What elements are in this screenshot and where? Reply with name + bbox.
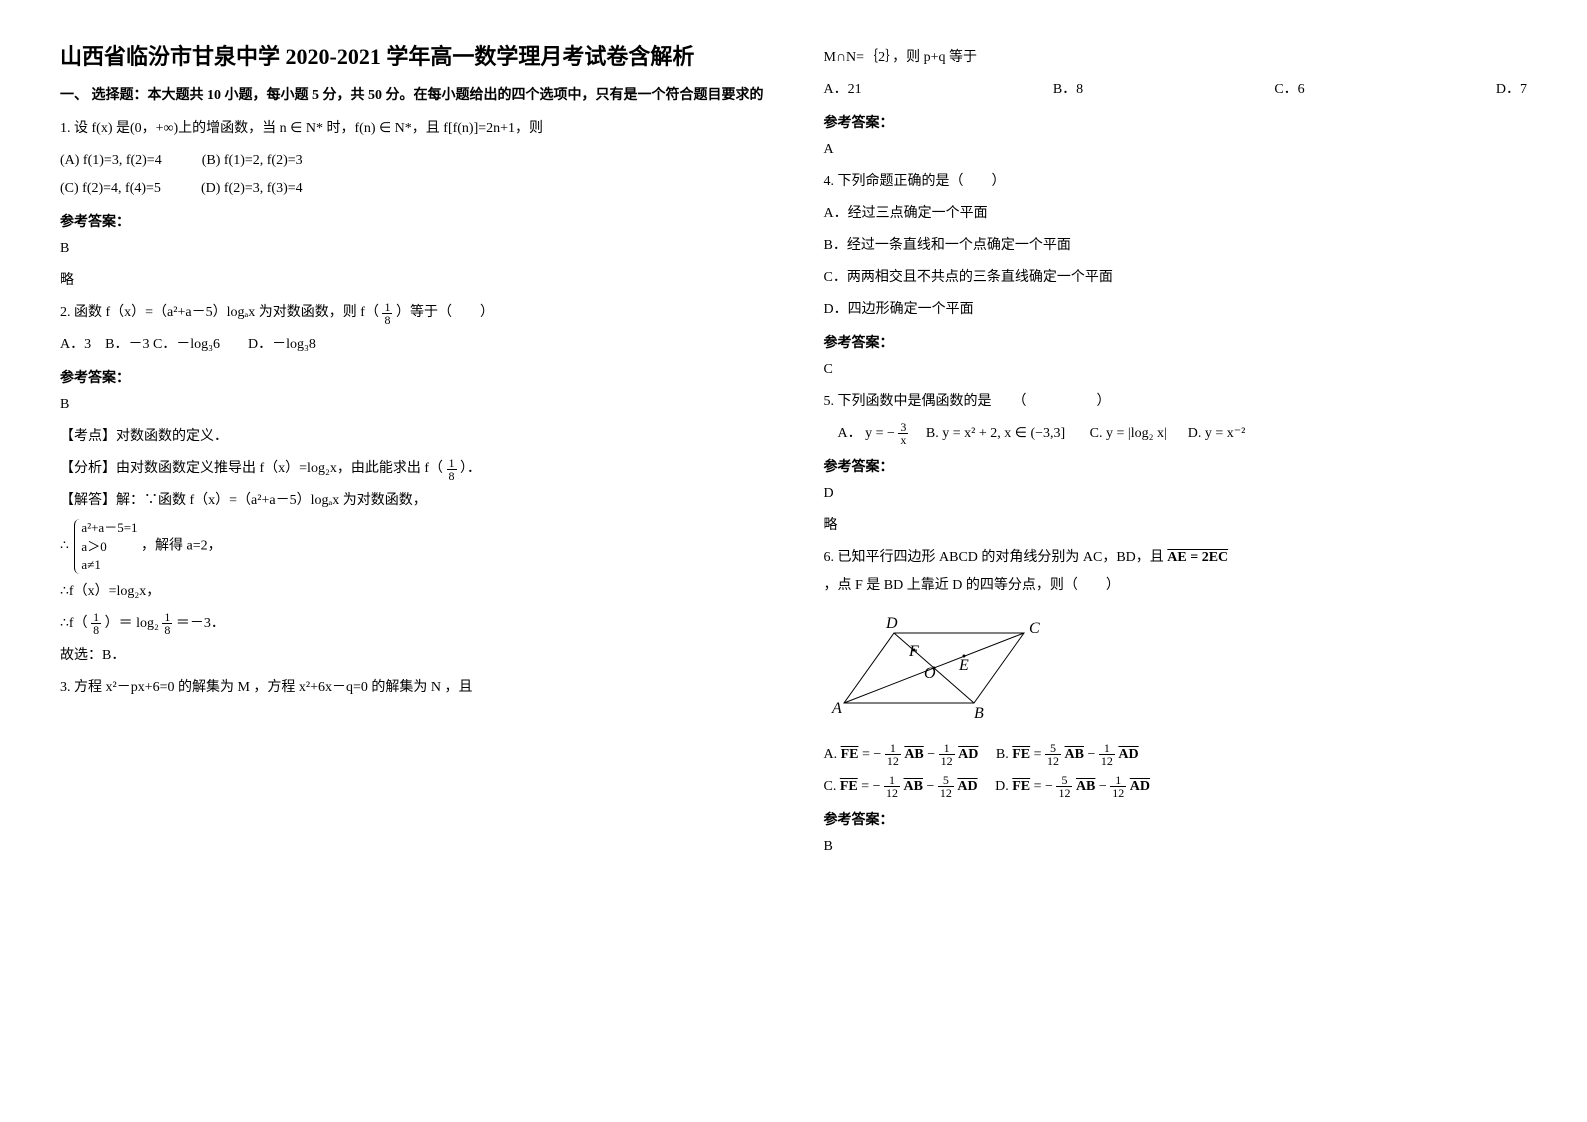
brace-block: a²+a－5=1 a＞0 a≠1 — [74, 519, 137, 574]
q2-stem: 2. 函数 f（x）=（a²+a－5）logₐx 为对数函数，则 f（ 1 8 … — [60, 299, 764, 327]
q2-brace: ∴ a²+a－5=1 a＞0 a≠1 ，解得 a=2， — [60, 519, 764, 574]
q5-answer-label: 参考答案： — [824, 456, 1528, 476]
label-F: F — [908, 643, 919, 660]
q6-stem-vec: AE = 2EC — [1167, 550, 1228, 565]
q4-answer-label: 参考答案： — [824, 332, 1528, 352]
q2-stem-a: 2. 函数 f（x）=（a²+a－5）logₐx 为对数函数，则 f（ — [60, 305, 379, 320]
q6-answer: B — [824, 833, 1528, 861]
brace-line-2: a＞0 — [81, 538, 137, 556]
label-B: B — [974, 705, 984, 722]
q6-opt-c-eq: FE = − 112 AB − 512 AD — [840, 779, 981, 794]
q2-solve4-c: ＝－3． — [176, 616, 225, 631]
q6-stem-a: 6. 已知平行四边形 ABCD 的对角线分别为 AC，BD，且 — [824, 550, 1168, 565]
q4-answer: C — [824, 356, 1528, 384]
q4-opt-b: B．经过一条直线和一个点确定一个平面 — [824, 232, 1528, 260]
q3-opt-d: D．7 — [1496, 76, 1527, 104]
q5-options: A． y = − 3 x B. y = x² + 2, x ∈ (−3,3] C… — [824, 420, 1528, 448]
frac-num: 1 — [447, 457, 457, 470]
q1-answer-label: 参考答案： — [60, 211, 764, 231]
q2-frac-2: 1 8 — [447, 457, 457, 482]
q2-final: 故选：B． — [60, 642, 764, 670]
q6-answer-label: 参考答案： — [824, 809, 1528, 829]
q2-solve2-suffix: ，解得 a=2， — [141, 539, 222, 554]
label-C: C — [1029, 620, 1040, 637]
q6-opt-c-pre: C. — [824, 779, 837, 794]
q5-opt-c: C. y = |log₂ x| — [1090, 426, 1167, 441]
parallelogram-diagram: A B C D O E F — [824, 608, 1528, 733]
q1-stem: 1. 设 f(x) 是(0，+∞)上的增函数，当 n ∈ N* 时，f(n) ∈… — [60, 115, 764, 143]
q6-opt-a-pre: A. — [824, 747, 838, 762]
q2-options: A．3 B．－3 C．－log₃6 D．－log₃8 — [60, 331, 764, 359]
q4-opt-d: D．四边形确定一个平面 — [824, 296, 1528, 324]
page-title: 山西省临汾市甘泉中学 2020-2021 学年高一数学理月考试卷含解析 — [60, 40, 764, 73]
frac-den: 8 — [447, 470, 457, 482]
q6-opt-d-eq: FE = − 512 AB − 112 AD — [1012, 779, 1150, 794]
q1-opt-c: (C) f(2)=4, f(4)=5 — [60, 175, 161, 203]
frac-den: 8 — [162, 624, 172, 636]
q6-opt-b-pre: B. — [996, 747, 1009, 762]
q2-solve2-prefix: ∴ — [60, 539, 69, 554]
q2-analysis: 【分析】由对数函数定义推导出 f（x）=log₂x，由此能求出 f（ 1 8 ）… — [60, 455, 764, 483]
q6-row-cd: C. FE = − 112 AB − 512 AD D. FE = − 512 … — [824, 773, 1528, 801]
q5-stem: 5. 下列函数中是偶函数的是 （ ） — [824, 388, 1528, 416]
q2-analysis-b: ）． — [460, 461, 481, 476]
q3-opt-c: C．6 — [1274, 76, 1304, 104]
q2-log-prefix: log₂ — [136, 616, 159, 631]
q1-note: 略 — [60, 267, 764, 295]
q6-stem-b: ，点 F 是 BD 上靠近 D 的四等分点，则（ ） — [824, 578, 1120, 593]
section-header: 一、 选择题：本大题共 10 小题，每小题 5 分，共 50 分。在每小题给出的… — [60, 85, 764, 107]
q6-opt-d-pre: D. — [995, 779, 1009, 794]
frac-den: 8 — [91, 624, 101, 636]
q5-frac: 3 x — [898, 421, 908, 446]
q4-opt-a: A．经过三点确定一个平面 — [824, 200, 1528, 228]
q5-note: 略 — [824, 512, 1528, 540]
q2-frac-1: 1 8 — [382, 301, 392, 326]
label-E: E — [958, 657, 969, 674]
q1-opt-b: (B) f(1)=2, f(2)=3 — [202, 147, 303, 175]
label-A: A — [831, 700, 842, 717]
q3-answer-label: 参考答案： — [824, 112, 1528, 132]
q1-opt-a: (A) f(1)=3, f(2)=4 — [60, 147, 162, 175]
q3-opt-b: B．8 — [1053, 76, 1083, 104]
q6-opt-b-eq: FE = 512 AB − 112 AD — [1012, 747, 1138, 762]
q6-row-ab: A. FE = − 112 AB − 112 AD B. FE = 512 AB… — [824, 741, 1528, 769]
q2-solve4: ∴f（ 1 8 ）＝ log₂ 1 8 ＝－3． — [60, 610, 764, 638]
q4-opt-c: C．两两相交且不共点的三条直线确定一个平面 — [824, 264, 1528, 292]
q2-solve1: 【解答】解：∵函数 f（x）=（a²+a－5）logₐx 为对数函数， — [60, 487, 764, 515]
q5-answer: D — [824, 480, 1528, 508]
frac-num: 1 — [382, 301, 392, 314]
q2-answer: B — [60, 391, 764, 419]
frac-den: x — [898, 434, 908, 446]
q2-solve3: ∴f（x）=log₂x， — [60, 578, 764, 606]
q5-opt-d: D. y = x⁻² — [1188, 426, 1246, 441]
label-D: D — [885, 615, 898, 632]
q2-stem-b: ）等于（ ） — [396, 305, 494, 320]
q5-opt-a-eq: y = − — [865, 426, 895, 441]
q2-frac-3: 1 8 — [91, 611, 101, 636]
diagram-svg: A B C D O E F — [824, 608, 1044, 728]
q5-opt-a-pre: A． — [838, 426, 862, 441]
q3-cont: M∩N=｛2｝，则 p+q 等于 — [824, 44, 1528, 72]
q4-stem: 4. 下列命题正确的是（ ） — [824, 168, 1528, 196]
q2-frac-4: 1 8 — [162, 611, 172, 636]
q1-answer: B — [60, 235, 764, 263]
q2-answer-label: 参考答案： — [60, 367, 764, 387]
q1-opt-d: (D) f(2)=3, f(3)=4 — [201, 175, 303, 203]
q3-stem: 3. 方程 x²－px+6=0 的解集为 M ，方程 x²+6x－q=0 的解集… — [60, 674, 764, 702]
q6-opt-a-eq: FE = − 112 AB − 112 AD — [841, 747, 982, 762]
q3-answer: A — [824, 136, 1528, 164]
q5-opt-b: B. y = x² + 2, x ∈ (−3,3] — [926, 426, 1065, 441]
q2-point: 【考点】对数函数的定义． — [60, 423, 764, 451]
q2-solve4-a: ∴f（ — [60, 616, 88, 631]
q3-options: A．21 B．8 C．6 D．7 — [824, 76, 1528, 104]
q2-analysis-a: 【分析】由对数函数定义推导出 f（x）=log₂x，由此能求出 f（ — [60, 461, 443, 476]
frac-den: 8 — [382, 314, 392, 326]
brace-line-3: a≠1 — [81, 556, 137, 574]
brace-line-1: a²+a－5=1 — [81, 519, 137, 537]
q3-opt-a: A．21 — [824, 76, 862, 104]
q6-stem: 6. 已知平行四边形 ABCD 的对角线分别为 AC，BD，且 AE = 2EC… — [824, 544, 1528, 600]
q2-solve4-b: ）＝ — [105, 616, 133, 631]
